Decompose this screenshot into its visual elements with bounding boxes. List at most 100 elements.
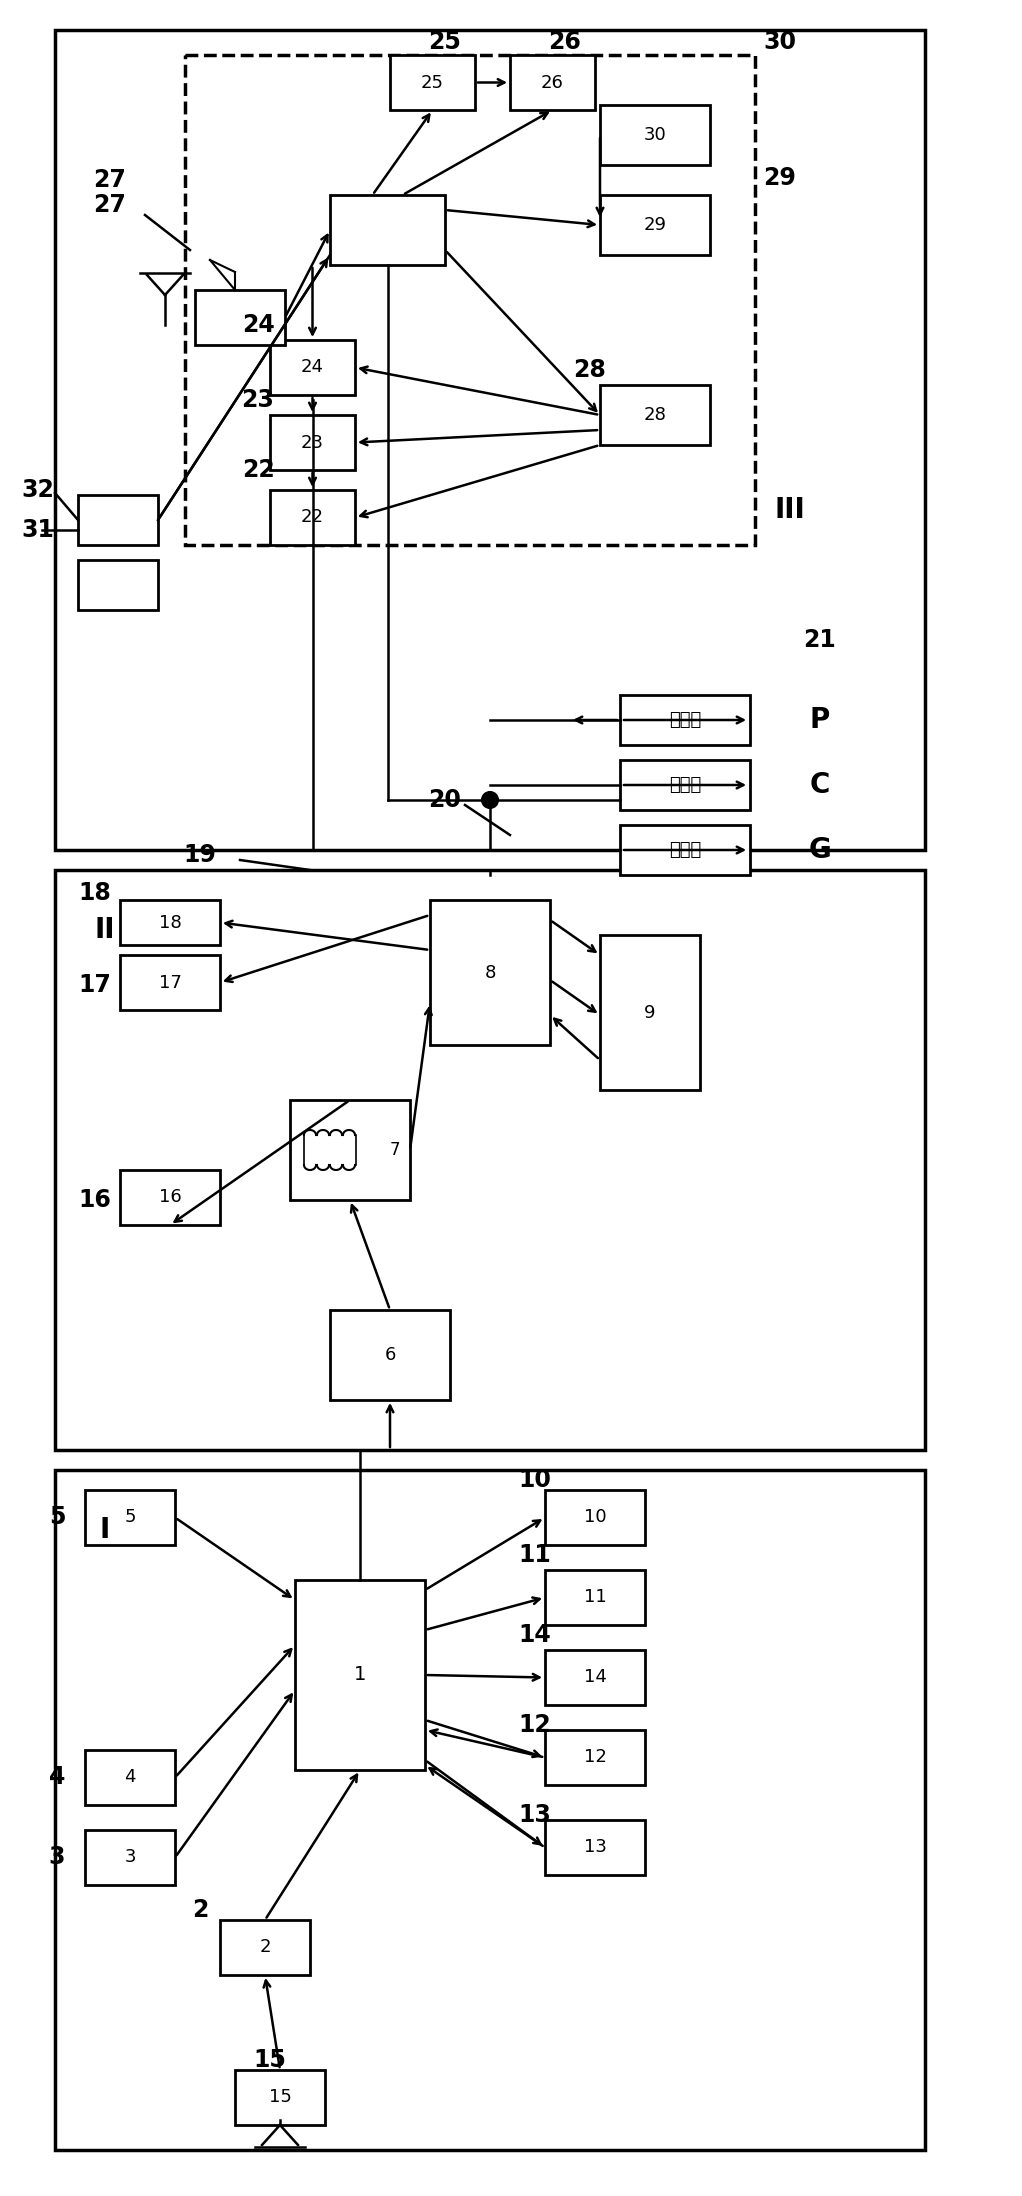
Text: 28: 28 bbox=[644, 406, 666, 424]
Bar bbox=[220, 1919, 310, 1974]
Text: 27: 27 bbox=[94, 193, 127, 217]
Text: 16: 16 bbox=[158, 1188, 181, 1206]
Text: 13: 13 bbox=[584, 1838, 606, 1856]
Text: 30: 30 bbox=[763, 31, 796, 55]
Text: 4: 4 bbox=[49, 1766, 65, 1790]
Text: 3: 3 bbox=[49, 1845, 65, 1869]
Text: 19: 19 bbox=[184, 843, 217, 867]
Text: 24: 24 bbox=[241, 314, 274, 336]
Text: 15: 15 bbox=[253, 2049, 286, 2073]
Bar bbox=[85, 1750, 175, 1805]
Circle shape bbox=[482, 793, 498, 808]
Bar bbox=[545, 1649, 645, 1704]
Text: 5: 5 bbox=[125, 1509, 136, 1526]
Text: 20: 20 bbox=[428, 788, 462, 813]
Text: 29: 29 bbox=[763, 167, 796, 191]
Bar bbox=[235, 2071, 325, 2126]
Bar bbox=[55, 1469, 925, 2150]
Text: 22: 22 bbox=[241, 459, 274, 481]
Bar bbox=[120, 1170, 220, 1225]
Bar bbox=[390, 55, 475, 110]
Bar bbox=[85, 1829, 175, 1884]
Bar bbox=[430, 900, 550, 1045]
Text: 9: 9 bbox=[644, 1004, 656, 1021]
Bar bbox=[600, 384, 710, 446]
Text: 13: 13 bbox=[518, 1803, 552, 1827]
Text: 29: 29 bbox=[644, 215, 666, 235]
Bar bbox=[78, 560, 158, 610]
Text: 21: 21 bbox=[803, 628, 836, 652]
Text: 10: 10 bbox=[584, 1509, 606, 1526]
Bar bbox=[270, 340, 355, 395]
Text: 6: 6 bbox=[384, 1346, 396, 1364]
Bar bbox=[120, 900, 220, 944]
Bar bbox=[270, 490, 355, 545]
Text: C: C bbox=[809, 771, 830, 799]
Bar bbox=[195, 290, 285, 345]
Text: 17: 17 bbox=[158, 973, 182, 993]
Bar bbox=[510, 55, 595, 110]
Text: 30: 30 bbox=[644, 125, 666, 145]
Text: 23: 23 bbox=[301, 433, 324, 452]
Text: 接地器: 接地器 bbox=[668, 841, 701, 859]
Text: 32: 32 bbox=[21, 479, 54, 503]
Text: I: I bbox=[100, 1515, 110, 1544]
Text: 电流器: 电流器 bbox=[668, 775, 701, 795]
Bar bbox=[120, 955, 220, 1010]
Bar bbox=[545, 1730, 645, 1785]
Bar bbox=[55, 31, 925, 850]
Text: 15: 15 bbox=[269, 2088, 291, 2106]
Text: 31: 31 bbox=[21, 518, 54, 542]
Text: 18: 18 bbox=[158, 914, 181, 931]
Bar bbox=[620, 760, 750, 810]
Bar bbox=[620, 826, 750, 874]
Text: 22: 22 bbox=[301, 509, 324, 527]
Text: 14: 14 bbox=[518, 1623, 552, 1647]
Text: 电压器: 电压器 bbox=[668, 712, 701, 729]
Text: 11: 11 bbox=[584, 1588, 606, 1607]
Bar bbox=[295, 1579, 425, 1770]
Text: 26: 26 bbox=[541, 72, 564, 92]
Bar bbox=[600, 105, 710, 165]
Text: 5: 5 bbox=[49, 1504, 65, 1528]
Bar bbox=[330, 195, 445, 266]
Text: 25: 25 bbox=[421, 72, 444, 92]
Bar bbox=[85, 1491, 175, 1546]
Text: 24: 24 bbox=[301, 358, 324, 376]
Bar bbox=[600, 195, 710, 255]
Text: 3: 3 bbox=[125, 1849, 136, 1867]
Bar bbox=[330, 1311, 450, 1401]
Text: 14: 14 bbox=[584, 1669, 606, 1687]
Bar bbox=[290, 1100, 410, 1199]
Bar bbox=[270, 415, 355, 470]
Text: 8: 8 bbox=[484, 964, 496, 982]
Bar bbox=[545, 1820, 645, 1875]
Text: 26: 26 bbox=[549, 31, 582, 55]
Text: 27: 27 bbox=[94, 169, 127, 191]
Text: 28: 28 bbox=[573, 358, 606, 382]
Bar bbox=[620, 694, 750, 744]
Text: 7: 7 bbox=[389, 1142, 401, 1159]
Bar bbox=[55, 870, 925, 1449]
Bar bbox=[545, 1570, 645, 1625]
Bar bbox=[78, 494, 158, 545]
Text: 12: 12 bbox=[584, 1748, 606, 1766]
Text: 10: 10 bbox=[518, 1467, 552, 1491]
Text: 12: 12 bbox=[518, 1713, 552, 1737]
Bar bbox=[600, 935, 700, 1089]
Text: 16: 16 bbox=[79, 1188, 111, 1212]
Text: 11: 11 bbox=[518, 1544, 552, 1568]
Bar bbox=[545, 1491, 645, 1546]
Text: G: G bbox=[808, 837, 831, 863]
Text: 2: 2 bbox=[260, 1939, 271, 1957]
Text: II: II bbox=[95, 916, 115, 944]
Text: P: P bbox=[809, 705, 830, 733]
Bar bbox=[185, 55, 755, 545]
Text: 4: 4 bbox=[125, 1768, 136, 1788]
Text: 18: 18 bbox=[79, 881, 111, 905]
Text: 23: 23 bbox=[241, 389, 275, 413]
Text: 2: 2 bbox=[192, 1897, 208, 1922]
Text: 25: 25 bbox=[428, 31, 462, 55]
Text: III: III bbox=[775, 496, 805, 525]
Text: 1: 1 bbox=[354, 1665, 366, 1684]
